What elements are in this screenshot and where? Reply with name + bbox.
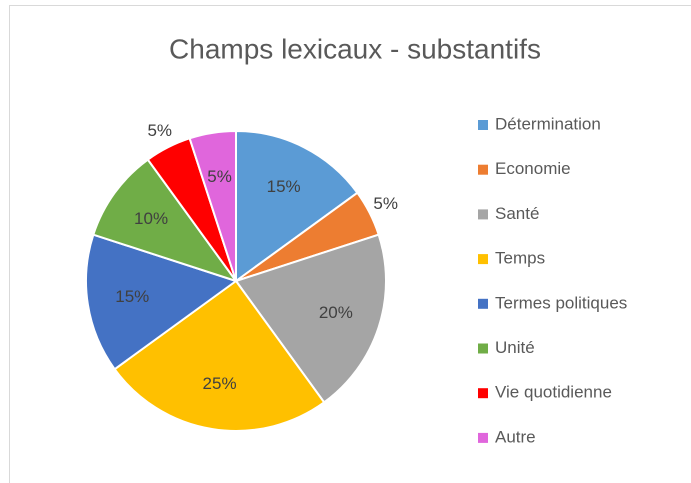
legend-label: Autre (495, 427, 536, 446)
data-label: 15% (115, 287, 149, 306)
legend-label: Economie (495, 159, 571, 178)
pie-slice (188, 129, 237, 282)
chart-title: Champs lexicaux - substantifs (169, 33, 541, 64)
legend-swatch (478, 209, 488, 220)
legend-swatch (478, 298, 488, 309)
legend-swatch (478, 432, 488, 443)
data-label: 15% (267, 177, 301, 196)
pie-slice (92, 158, 239, 283)
data-label: 10% (134, 209, 168, 228)
legend-label: Vie quotidienne (495, 383, 612, 402)
data-label: 5% (207, 167, 232, 186)
pie-slice (235, 129, 359, 283)
data-label: 25% (203, 374, 237, 393)
legend-swatch (478, 254, 488, 265)
pie-slice (113, 279, 326, 432)
legend-label: Termes politiques (495, 293, 627, 312)
legend-swatch (478, 343, 488, 354)
data-label: 20% (319, 303, 353, 322)
pie-slice (234, 233, 387, 404)
legend-swatch (478, 388, 488, 399)
legend-swatch (478, 164, 488, 175)
data-label: 5% (147, 121, 172, 140)
legend-label: Santé (495, 204, 539, 223)
legend-swatch (478, 120, 488, 130)
pie-slice (85, 233, 239, 371)
data-label: 5% (373, 194, 398, 213)
legend-label: Temps (495, 249, 545, 268)
legend-label: Détermination (495, 114, 601, 133)
legend-label: Unité (495, 338, 535, 357)
